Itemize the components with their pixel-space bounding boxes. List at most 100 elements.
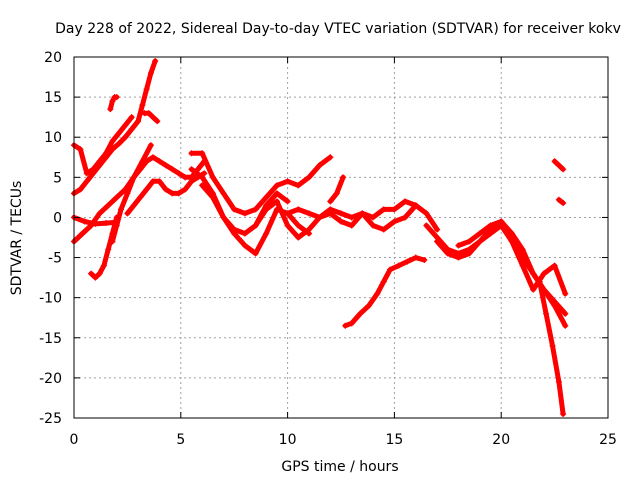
data-point [412, 202, 419, 209]
data-point [137, 194, 144, 201]
data-point [380, 226, 387, 233]
plot-frame [73, 56, 609, 419]
data-point [273, 198, 280, 205]
data-point [231, 206, 238, 213]
data-point [562, 290, 569, 297]
data-point [348, 320, 355, 327]
data-point [395, 262, 402, 269]
series-arc10 [189, 150, 333, 216]
y-axis-label: SDTVAR / TECUs [9, 181, 25, 296]
data-point [252, 222, 259, 229]
data-point [487, 230, 494, 237]
data-point [113, 219, 120, 226]
data-point [201, 170, 208, 177]
data-point [434, 226, 441, 233]
data-point [162, 186, 169, 193]
data-point [530, 286, 537, 293]
data-point [143, 86, 150, 93]
axis-ticks: 0 5 10 15 20 25 -25 -20 -15 -10 -5 0 5 10 15 20 [39, 50, 617, 448]
series-arc2 [71, 114, 135, 176]
data-point [540, 270, 547, 277]
data-point [348, 214, 355, 221]
data-point [327, 154, 334, 161]
data-point [130, 202, 137, 209]
data-point [115, 130, 122, 137]
data-point [333, 190, 340, 197]
data-point [365, 302, 372, 309]
data-point [90, 166, 97, 173]
data-point [81, 218, 88, 225]
data-point [404, 258, 411, 265]
data-point [263, 194, 270, 201]
data-point [83, 178, 90, 185]
data-point [555, 162, 562, 169]
data-point [562, 322, 569, 329]
data-point [188, 178, 195, 185]
data-point [109, 138, 116, 145]
data-point [455, 254, 462, 261]
data-point [305, 174, 312, 181]
x-tick-label: 25 [599, 432, 617, 448]
data-point [252, 206, 259, 213]
data-point [348, 222, 355, 229]
data-point [124, 190, 131, 197]
data-point [380, 278, 387, 285]
data-point [162, 162, 169, 169]
grid [74, 57, 608, 418]
data-point [199, 174, 206, 181]
data-point [423, 222, 430, 229]
data-point [88, 270, 95, 277]
data-point [316, 162, 323, 169]
data-point [122, 122, 129, 129]
data-point [295, 222, 302, 229]
y-tick-label: -15 [39, 331, 62, 347]
data-point [100, 262, 107, 269]
data-point [156, 158, 163, 165]
data-point [295, 182, 302, 189]
data-point [551, 302, 558, 309]
data-point [109, 230, 116, 237]
y-tick-label: 10 [44, 130, 62, 146]
data-point [83, 170, 90, 177]
data-point [455, 242, 462, 249]
data-point [241, 230, 248, 237]
series-arc15 [327, 174, 346, 204]
data-point [555, 196, 562, 203]
data-point [117, 206, 124, 213]
x-tick-label: 20 [492, 432, 510, 448]
data-point [175, 170, 182, 177]
data-point [169, 190, 176, 197]
data-point [231, 230, 238, 237]
data-point [476, 238, 483, 245]
data-point [387, 266, 394, 273]
data-point [147, 142, 154, 149]
data-point [284, 210, 291, 217]
data-point [357, 310, 364, 317]
data-point [137, 166, 144, 173]
data-point [555, 378, 562, 385]
y-tick-label: -20 [39, 371, 62, 387]
data-point [562, 310, 569, 317]
data-point [143, 158, 150, 165]
data-point [188, 150, 195, 157]
data-point [77, 186, 84, 193]
plot-area [71, 58, 569, 417]
series-arc11 [189, 166, 291, 236]
data-point [156, 178, 163, 185]
data-point [391, 206, 398, 213]
data-point [107, 106, 114, 113]
data-point [199, 182, 206, 189]
data-point [560, 166, 567, 173]
data-point [338, 218, 344, 225]
data-point [370, 222, 377, 229]
data-point [96, 210, 103, 217]
data-point [139, 102, 146, 109]
y-tick-label: -10 [39, 291, 62, 307]
data-point [434, 238, 441, 245]
series-arc12 [199, 182, 312, 256]
data-point [150, 154, 157, 161]
data-point [113, 194, 120, 201]
data-point [530, 270, 537, 277]
data-point [105, 246, 112, 253]
data-point [122, 134, 129, 141]
